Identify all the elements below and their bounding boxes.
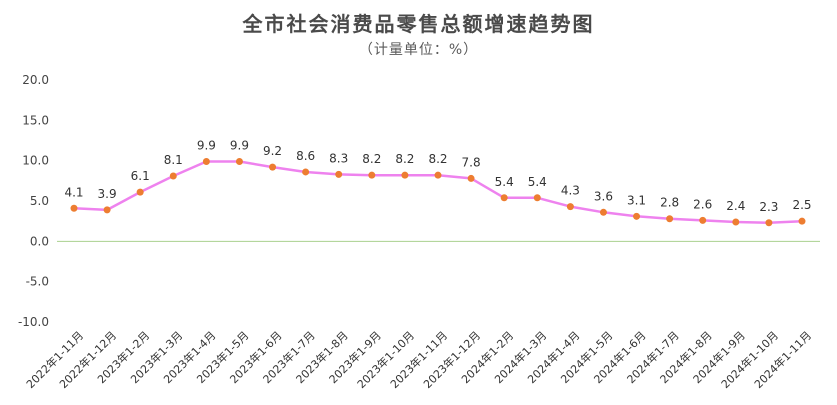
y-tick-label: 5.0 — [30, 194, 49, 208]
data-point — [136, 188, 144, 196]
data-point — [169, 172, 177, 180]
x-tick-label: 2023年1-10月 — [354, 328, 417, 391]
x-tick-label: 2022年1-12月 — [56, 328, 119, 391]
data-label: 2.8 — [660, 196, 679, 210]
x-tick-label: 2023年1-11月 — [387, 328, 450, 391]
data-point — [103, 206, 111, 214]
data-label: 5.4 — [528, 175, 547, 189]
x-tick-label: 2024年1-11月 — [751, 328, 814, 391]
data-label: 8.6 — [296, 149, 315, 163]
y-tick-label: 10.0 — [22, 154, 49, 168]
data-point — [798, 217, 806, 225]
data-label: 8.2 — [362, 152, 381, 166]
data-label: 4.1 — [64, 185, 83, 199]
data-label: 8.2 — [395, 152, 414, 166]
data-point — [699, 216, 707, 224]
data-label: 8.3 — [329, 151, 348, 165]
data-label: 3.1 — [627, 193, 646, 207]
data-label: 2.5 — [792, 198, 811, 212]
data-point — [70, 204, 78, 212]
data-point — [434, 171, 442, 179]
data-label: 6.1 — [131, 169, 150, 183]
data-point — [732, 218, 740, 226]
data-point — [599, 208, 607, 216]
data-label: 9.2 — [263, 144, 282, 158]
data-point — [368, 171, 376, 179]
data-point — [235, 157, 243, 165]
data-point — [633, 212, 641, 220]
data-label: 4.3 — [561, 184, 580, 198]
data-point — [202, 157, 210, 165]
data-label: 2.6 — [693, 197, 712, 211]
data-label: 8.1 — [164, 153, 183, 167]
chart-subtitle: （计量单位：%） — [358, 42, 479, 58]
y-tick-label: -10.0 — [18, 315, 49, 329]
x-tick-label: 2022年1-11月 — [23, 328, 86, 391]
data-point — [765, 219, 773, 227]
x-tick-label: 2024年1-10月 — [718, 328, 781, 391]
data-label: 3.9 — [98, 187, 117, 201]
data-point — [335, 170, 343, 178]
data-label: 8.2 — [428, 152, 447, 166]
data-point — [566, 203, 574, 211]
data-label: 9.9 — [230, 138, 249, 152]
y-tick-label: 20.0 — [22, 73, 49, 87]
data-point — [401, 171, 409, 179]
data-point — [467, 174, 475, 182]
series-line — [73, 160, 803, 225]
data-point — [500, 194, 508, 202]
data-point — [302, 168, 310, 176]
data-label: 9.9 — [197, 138, 216, 152]
data-label: 2.4 — [726, 199, 745, 213]
y-tick-label: 15.0 — [22, 113, 49, 127]
data-label: 3.6 — [594, 189, 613, 203]
y-tick-label: -5.0 — [26, 275, 49, 289]
chart-title: 全市社会消费品零售总额增速趋势图 — [242, 12, 595, 36]
data-label: 2.3 — [759, 200, 778, 214]
x-tick-label: 2023年1-12月 — [420, 328, 483, 391]
data-label: 7.8 — [462, 155, 481, 169]
y-tick-label: 0.0 — [30, 234, 49, 248]
data-point — [533, 194, 541, 202]
data-point — [269, 163, 277, 171]
data-point — [666, 215, 674, 223]
data-label: 5.4 — [495, 175, 514, 189]
